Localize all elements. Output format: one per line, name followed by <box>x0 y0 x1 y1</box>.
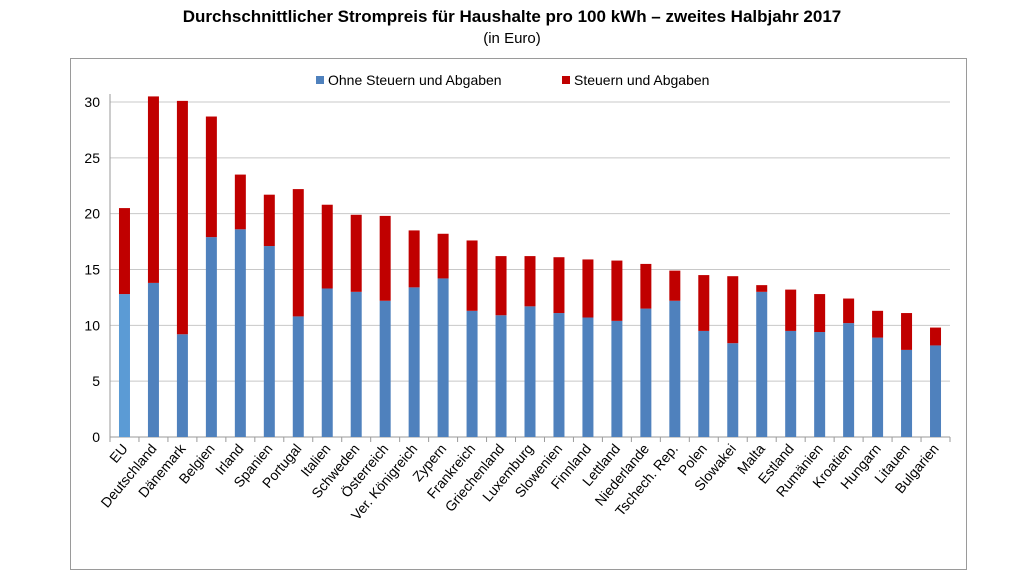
chart-frame <box>70 58 967 570</box>
bar-steuern-abgaben <box>205 116 217 238</box>
bar-steuern-abgaben <box>437 233 449 279</box>
y-tick-label: 25 <box>84 150 100 166</box>
bar-ohne-steuern <box>814 332 826 437</box>
legend-swatch <box>562 76 570 84</box>
bars <box>118 96 942 437</box>
bar-steuern-abgaben <box>466 240 478 311</box>
chart-title: Durchschnittlicher Strompreis für Hausha… <box>182 7 842 26</box>
bar-steuern-abgaben <box>582 259 594 318</box>
bar-ohne-steuern <box>611 320 623 437</box>
y-tick-label: 15 <box>84 262 100 278</box>
bar-steuern-abgaben <box>872 310 884 338</box>
y-tick-label: 5 <box>92 373 100 389</box>
bar-ohne-steuern <box>379 300 391 437</box>
bar-ohne-steuern <box>205 237 217 437</box>
bar-steuern-abgaben <box>756 285 768 292</box>
bar-steuern-abgaben <box>901 313 913 350</box>
bar-steuern-abgaben <box>814 294 826 333</box>
bar-steuern-abgaben <box>118 208 130 295</box>
bar-ohne-steuern <box>553 313 565 437</box>
bar-ohne-steuern <box>176 334 188 437</box>
bar-steuern-abgaben <box>350 214 362 292</box>
bar-steuern-abgaben <box>263 194 275 247</box>
bar-steuern-abgaben <box>495 256 507 316</box>
bar-steuern-abgaben <box>669 270 681 301</box>
bar-steuern-abgaben <box>930 327 942 346</box>
bar-steuern-abgaben <box>785 289 797 331</box>
bar-steuern-abgaben <box>292 189 304 317</box>
legend-label: Steuern und Abgaben <box>574 72 709 88</box>
y-tick-label: 30 <box>84 94 100 110</box>
bar-ohne-steuern <box>727 343 739 437</box>
bar-ohne-steuern <box>785 330 797 437</box>
bar-ohne-steuern <box>930 345 942 437</box>
bar-ohne-steuern <box>118 294 130 437</box>
bar-steuern-abgaben <box>176 100 188 335</box>
category-labels: EUDeutschlandDänemarkBelgienIrlandSpanie… <box>97 440 941 523</box>
legend-swatch <box>316 76 324 84</box>
bar-ohne-steuern <box>408 287 420 437</box>
legend: Ohne Steuern und Abgaben Steuern und Abga… <box>316 72 709 88</box>
chart-subtitle: (in Euro) <box>483 30 541 47</box>
bar-ohne-steuern <box>321 288 333 437</box>
bar-steuern-abgaben <box>234 174 246 230</box>
bar-steuern-abgaben <box>379 215 391 301</box>
bar-steuern-abgaben <box>147 96 159 283</box>
bar-ohne-steuern <box>843 323 855 437</box>
legend-label: Ohne Steuern und Abgaben <box>328 72 502 88</box>
bar-ohne-steuern <box>901 349 913 437</box>
bar-ohne-steuern <box>350 291 362 437</box>
y-tick-label: 0 <box>92 429 100 445</box>
bar-steuern-abgaben <box>553 257 565 314</box>
bar-ohne-steuern <box>669 300 681 437</box>
bar-ohne-steuern <box>524 306 536 437</box>
category-label: EU <box>106 441 131 466</box>
bar-steuern-abgaben <box>524 256 536 307</box>
bar-steuern-abgaben <box>321 204 333 289</box>
bar-ohne-steuern <box>640 308 652 437</box>
bar-ohne-steuern <box>756 291 768 437</box>
bar-steuern-abgaben <box>843 298 855 324</box>
bar-steuern-abgaben <box>611 260 623 321</box>
y-tick-label: 20 <box>84 206 100 222</box>
y-tick-label: 10 <box>84 317 100 333</box>
bar-steuern-abgaben <box>408 230 420 288</box>
bar-steuern-abgaben <box>727 276 739 344</box>
bar-ohne-steuern <box>698 330 710 437</box>
bar-steuern-abgaben <box>640 263 652 309</box>
bar-ohne-steuern <box>437 278 449 437</box>
bar-ohne-steuern <box>466 310 478 437</box>
bar-ohne-steuern <box>263 246 275 437</box>
bar-ohne-steuern <box>292 316 304 437</box>
bar-ohne-steuern <box>582 317 594 437</box>
bar-steuern-abgaben <box>698 275 710 331</box>
bar-ohne-steuern <box>234 229 246 437</box>
bar-ohne-steuern <box>147 282 159 437</box>
bar-ohne-steuern <box>872 337 884 437</box>
bar-ohne-steuern <box>495 315 507 437</box>
